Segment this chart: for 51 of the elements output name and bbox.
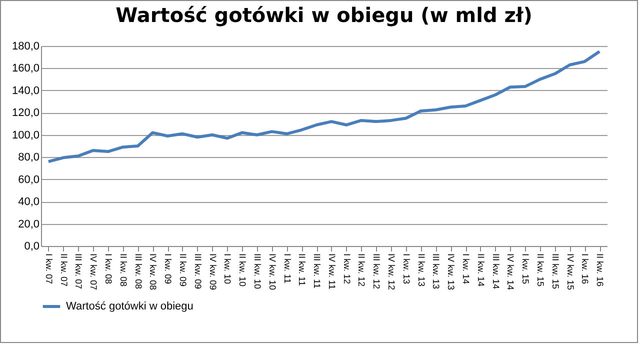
chart-title: Wartość gotówki w obiegu (w mld zł) bbox=[116, 3, 532, 27]
x-tick-label: III kw. 08 bbox=[133, 254, 144, 290]
x-tick-label: IV kw. 11 bbox=[326, 254, 337, 290]
x-tick-label: III kw. 14 bbox=[490, 254, 501, 290]
x-tick-label: I kw. 10 bbox=[222, 254, 233, 284]
x-tick-label: II kw. 12 bbox=[356, 254, 367, 287]
x-tick-label: III kw. 07 bbox=[74, 254, 84, 290]
x-tick-label: II kw. 08 bbox=[118, 254, 128, 287]
y-tick-label: 0,0 bbox=[24, 240, 40, 252]
y-tick-label: 60,0 bbox=[18, 174, 40, 186]
x-tick-label: II kw. 15 bbox=[535, 254, 546, 287]
y-tick-label: 120,0 bbox=[12, 107, 40, 120]
x-tick-label: II kw. 10 bbox=[238, 254, 248, 287]
x-tick-label: I kw. 08 bbox=[104, 254, 114, 284]
x-tick-label: I kw. 12 bbox=[342, 254, 352, 284]
y-tick-label: 40,0 bbox=[18, 196, 40, 208]
x-tick-label: II kw. 11 bbox=[297, 254, 308, 286]
x-tick-label: II kw. 16 bbox=[595, 254, 606, 287]
y-tick-label: 20,0 bbox=[18, 218, 40, 230]
x-tick-label: III kw. 09 bbox=[192, 254, 203, 290]
line-series bbox=[46, 50, 602, 164]
x-tick-label: I kw. 11 bbox=[282, 254, 292, 284]
y-tick-label: 100,0 bbox=[12, 129, 40, 142]
x-tick-label: III kw. 13 bbox=[431, 254, 442, 290]
legend-label: Wartość gotówki w obiegu bbox=[66, 300, 194, 312]
x-tick-label: I kw. 13 bbox=[401, 254, 412, 284]
x-tick-label: III kw. 12 bbox=[372, 254, 382, 290]
y-tick-label: 140,0 bbox=[12, 84, 40, 97]
x-tick-label: II kw. 13 bbox=[416, 254, 426, 287]
x-tick-label: IV kw. 13 bbox=[446, 254, 456, 290]
x-tick-label: I kw. 07 bbox=[44, 254, 54, 284]
x-tick-label: III kw. 11 bbox=[312, 254, 322, 288]
x-tick-label: I kw. 14 bbox=[461, 254, 471, 284]
x-tick-label: IV kw. 09 bbox=[208, 254, 218, 290]
x-tick-label: IV kw. 12 bbox=[386, 254, 397, 290]
x-tick-label: III kw. 15 bbox=[550, 254, 560, 290]
x-tick-label: IV kw. 08 bbox=[148, 254, 158, 290]
x-tick-label: I kw. 09 bbox=[163, 254, 174, 284]
x-tick-label: IV kw. 14 bbox=[506, 254, 516, 290]
x-tick-label: IV kw. 15 bbox=[565, 254, 576, 290]
x-tick-label: II kw. 14 bbox=[476, 254, 486, 287]
y-tick-label: 160,0 bbox=[12, 62, 40, 75]
x-tick-label: III kw. 10 bbox=[252, 254, 262, 290]
y-tick-label: 80,0 bbox=[18, 152, 40, 164]
x-tick-label: II kw. 09 bbox=[178, 254, 188, 287]
x-tick-label: IV kw. 10 bbox=[267, 254, 278, 290]
x-tick-label: I kw. 15 bbox=[520, 254, 531, 284]
x-tick-label: II kw. 07 bbox=[58, 254, 69, 287]
x-tick-label: IV kw. 07 bbox=[88, 254, 99, 290]
y-tick-label: 180,0 bbox=[12, 40, 40, 52]
x-tick-label: I kw. 16 bbox=[580, 254, 590, 284]
